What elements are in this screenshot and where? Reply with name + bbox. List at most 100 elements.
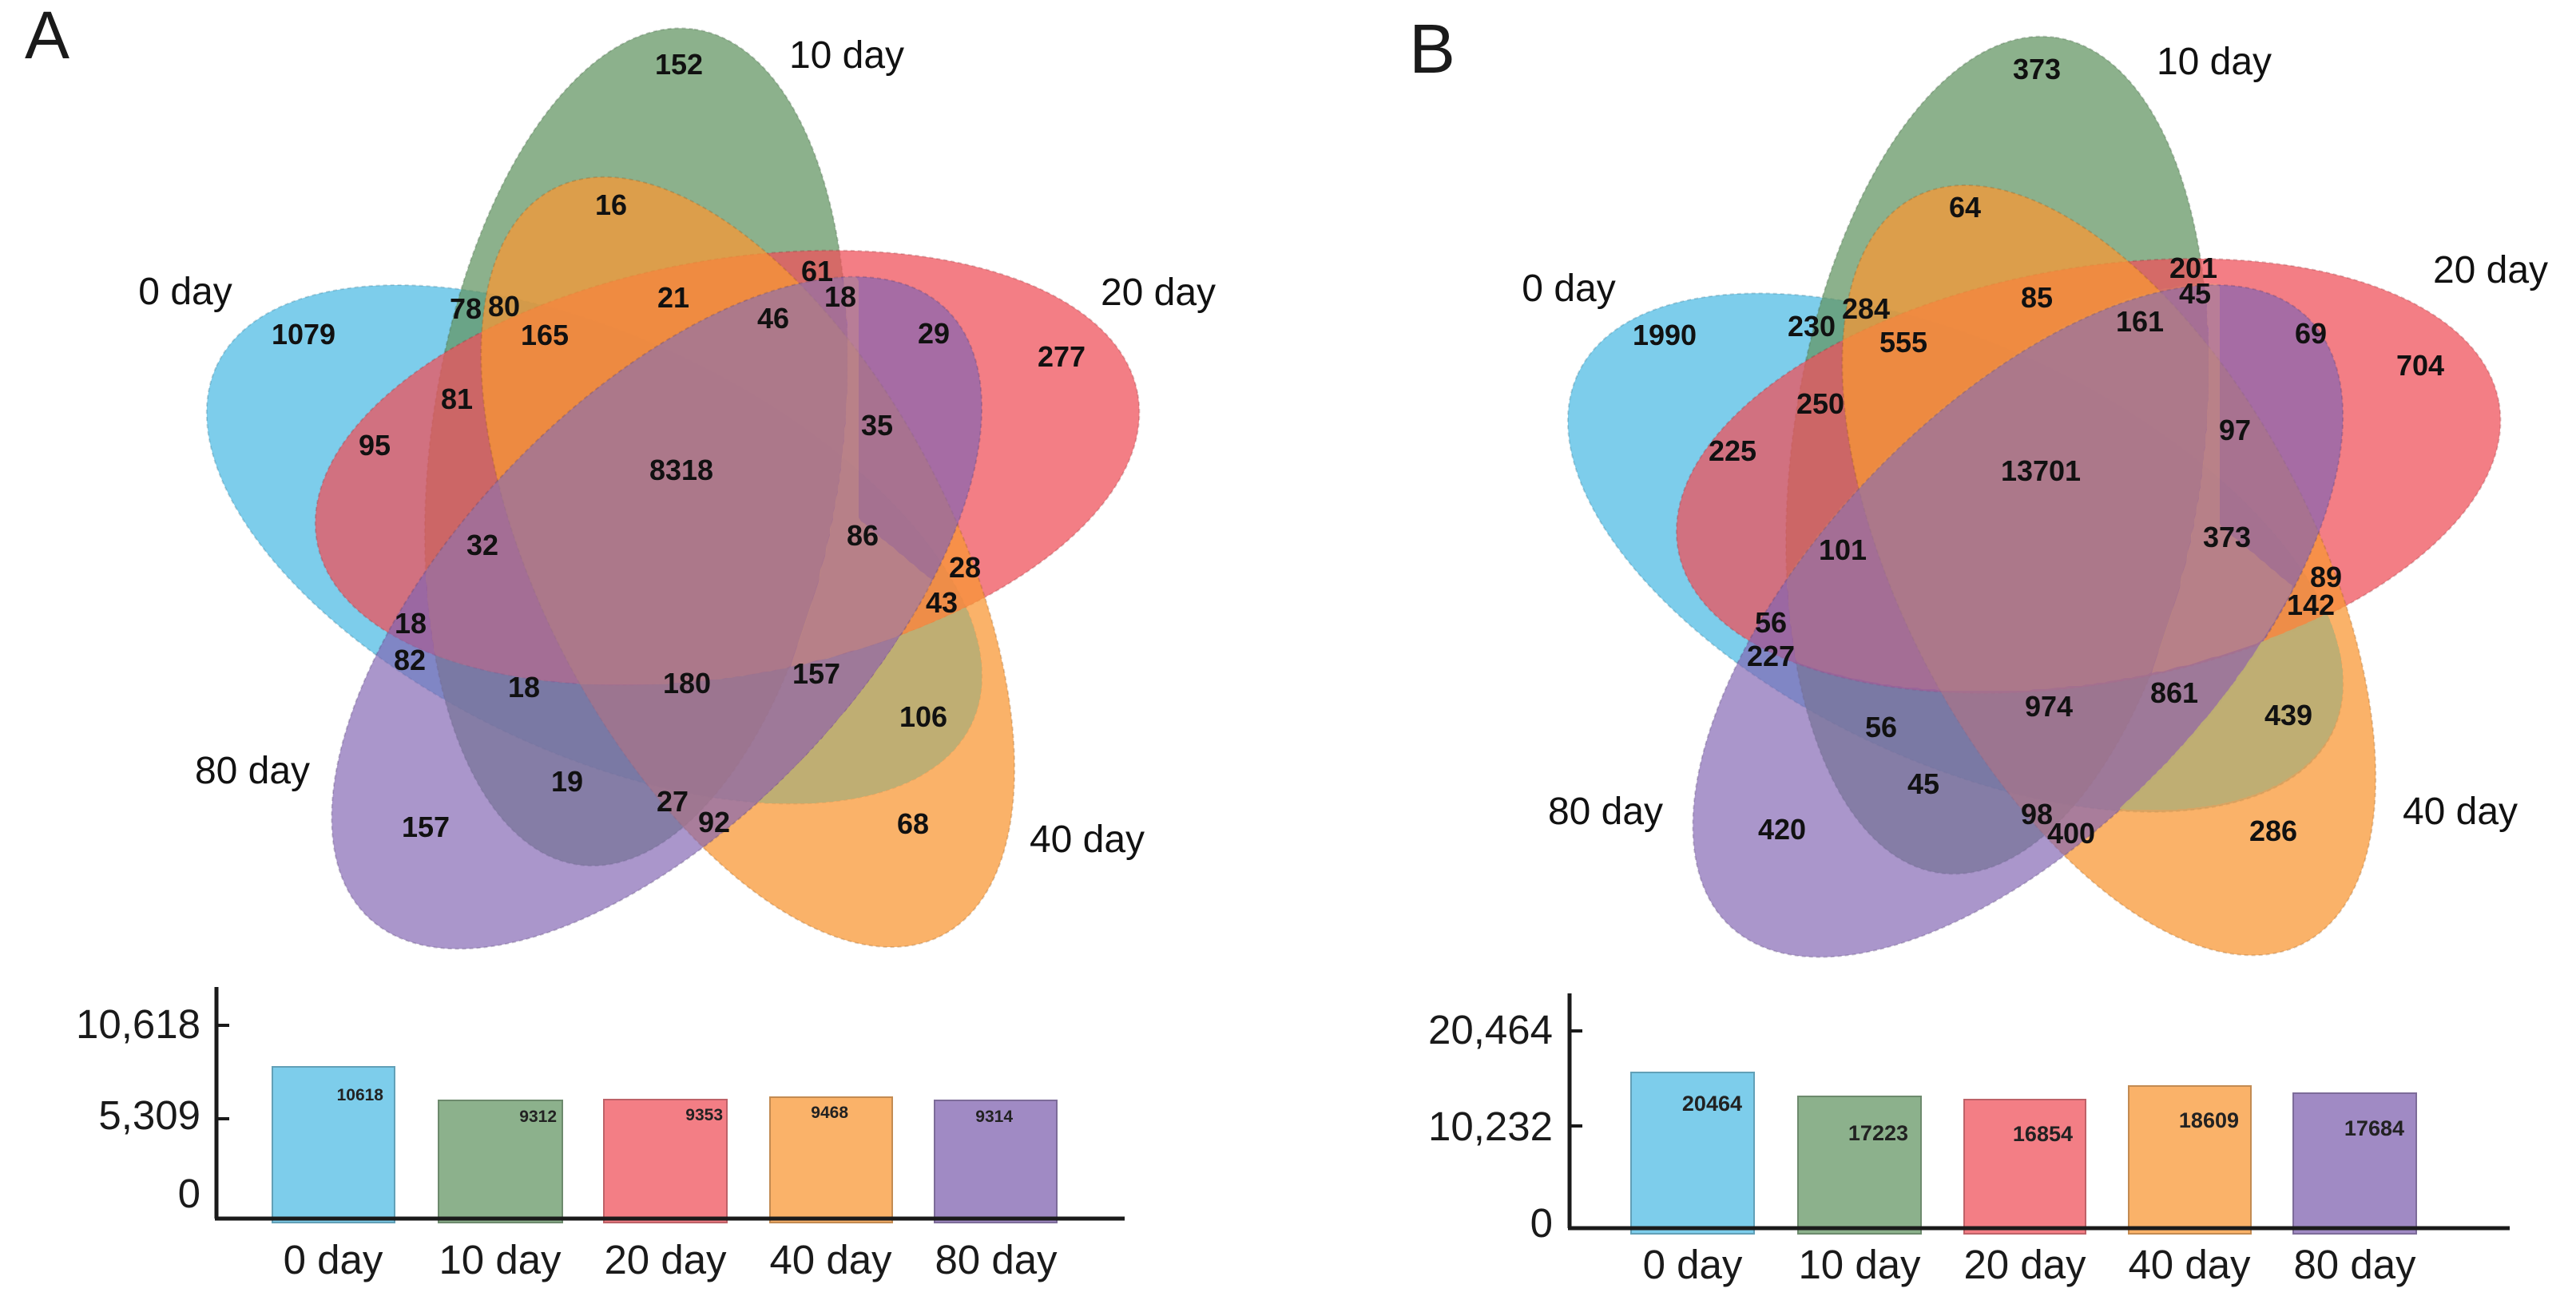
svg-text:5,309: 5,309	[98, 1092, 200, 1138]
svg-text:81: 81	[441, 383, 473, 415]
svg-text:78: 78	[450, 292, 482, 325]
svg-text:56: 56	[1865, 711, 1897, 743]
svg-text:861: 861	[2150, 676, 2198, 709]
svg-text:974: 974	[2025, 690, 2073, 723]
svg-text:B: B	[1409, 10, 1455, 88]
svg-text:20 day: 20 day	[2433, 249, 2548, 291]
svg-text:20 day: 20 day	[1101, 272, 1216, 314]
svg-text:40 day: 40 day	[2403, 791, 2518, 833]
svg-text:10 day: 10 day	[439, 1237, 562, 1282]
svg-text:20 day: 20 day	[604, 1237, 727, 1282]
svg-text:10 day: 10 day	[1798, 1242, 1921, 1287]
svg-text:80 day: 80 day	[935, 1237, 1058, 1282]
svg-text:10618: 10618	[337, 1086, 384, 1104]
svg-text:17223: 17223	[1848, 1121, 1908, 1145]
svg-text:10,232: 10,232	[1428, 1104, 1553, 1149]
svg-text:227: 227	[1747, 640, 1795, 672]
svg-text:142: 142	[2287, 589, 2335, 621]
svg-text:28: 28	[949, 551, 981, 584]
svg-text:89: 89	[2310, 561, 2342, 593]
svg-text:225: 225	[1709, 434, 1756, 467]
svg-text:157: 157	[402, 811, 450, 843]
svg-text:9353: 9353	[685, 1106, 723, 1124]
svg-text:95: 95	[359, 429, 391, 462]
svg-text:68: 68	[897, 807, 929, 840]
svg-text:20464: 20464	[1682, 1092, 1742, 1116]
svg-text:40 day: 40 day	[769, 1237, 892, 1282]
svg-text:10 day: 10 day	[2157, 41, 2272, 83]
svg-text:373: 373	[2013, 53, 2061, 85]
svg-text:10,618: 10,618	[76, 1001, 200, 1047]
svg-text:152: 152	[655, 48, 703, 81]
svg-text:106: 106	[899, 700, 947, 733]
svg-text:61: 61	[801, 255, 833, 287]
svg-text:18: 18	[824, 280, 856, 313]
svg-text:43: 43	[926, 586, 958, 619]
svg-text:27: 27	[657, 785, 689, 818]
svg-text:19: 19	[551, 765, 583, 798]
svg-text:80 day: 80 day	[2293, 1242, 2416, 1287]
svg-text:0: 0	[1530, 1200, 1553, 1246]
svg-text:230: 230	[1788, 310, 1836, 343]
svg-text:286: 286	[2249, 815, 2297, 847]
svg-text:9312: 9312	[519, 1108, 557, 1126]
svg-text:420: 420	[1758, 813, 1806, 846]
svg-text:0 day: 0 day	[138, 271, 232, 313]
svg-text:250: 250	[1796, 387, 1844, 420]
svg-text:64: 64	[1949, 191, 1981, 224]
svg-text:13701: 13701	[2001, 454, 2081, 487]
svg-text:46: 46	[757, 302, 789, 335]
svg-text:201: 201	[2169, 252, 2217, 284]
svg-text:0: 0	[178, 1171, 200, 1216]
svg-text:69: 69	[2295, 317, 2327, 350]
svg-text:0 day: 0 day	[284, 1237, 383, 1282]
svg-text:16: 16	[595, 188, 627, 221]
svg-text:1079: 1079	[272, 318, 335, 351]
svg-text:21: 21	[657, 281, 689, 314]
svg-text:400: 400	[2047, 817, 2095, 850]
svg-text:A: A	[25, 0, 69, 73]
svg-text:35: 35	[861, 409, 893, 442]
svg-text:86: 86	[847, 519, 879, 552]
svg-text:56: 56	[1755, 606, 1787, 639]
svg-text:18: 18	[508, 671, 540, 704]
svg-text:45: 45	[1907, 767, 1939, 800]
svg-text:16854: 16854	[2013, 1122, 2073, 1146]
svg-text:0 day: 0 day	[1643, 1242, 1743, 1287]
svg-text:82: 82	[394, 644, 426, 676]
svg-text:80 day: 80 day	[195, 750, 310, 792]
svg-text:20 day: 20 day	[1963, 1242, 2086, 1287]
svg-text:20,464: 20,464	[1428, 1007, 1553, 1052]
svg-text:9314: 9314	[975, 1108, 1013, 1126]
svg-text:439: 439	[2264, 699, 2312, 731]
svg-text:284: 284	[1842, 292, 1890, 325]
svg-text:80: 80	[488, 290, 520, 323]
svg-text:101: 101	[1819, 533, 1867, 566]
svg-text:92: 92	[698, 806, 730, 838]
svg-text:277: 277	[1038, 340, 1086, 373]
svg-text:1990: 1990	[1633, 319, 1697, 351]
svg-text:555: 555	[1879, 326, 1927, 359]
svg-text:8318: 8318	[649, 454, 713, 486]
svg-text:97: 97	[2219, 414, 2251, 446]
svg-text:161: 161	[2116, 305, 2164, 338]
svg-text:98: 98	[2021, 798, 2053, 830]
svg-text:18: 18	[395, 607, 427, 640]
svg-text:10 day: 10 day	[789, 34, 904, 77]
svg-text:32: 32	[466, 529, 498, 561]
svg-text:0 day: 0 day	[1522, 268, 1615, 310]
svg-text:80 day: 80 day	[1548, 791, 1663, 833]
svg-text:165: 165	[521, 319, 569, 351]
svg-text:180: 180	[663, 667, 711, 700]
svg-text:40 day: 40 day	[1030, 819, 1145, 861]
svg-text:704: 704	[2396, 349, 2444, 382]
svg-text:157: 157	[792, 657, 840, 690]
svg-text:40 day: 40 day	[2128, 1242, 2251, 1287]
svg-text:45: 45	[2179, 277, 2211, 310]
svg-text:85: 85	[2021, 281, 2053, 314]
svg-text:29: 29	[918, 317, 950, 350]
svg-text:18609: 18609	[2179, 1108, 2239, 1132]
svg-text:373: 373	[2203, 521, 2251, 553]
svg-text:17684: 17684	[2344, 1116, 2404, 1140]
svg-text:9468: 9468	[811, 1104, 848, 1122]
